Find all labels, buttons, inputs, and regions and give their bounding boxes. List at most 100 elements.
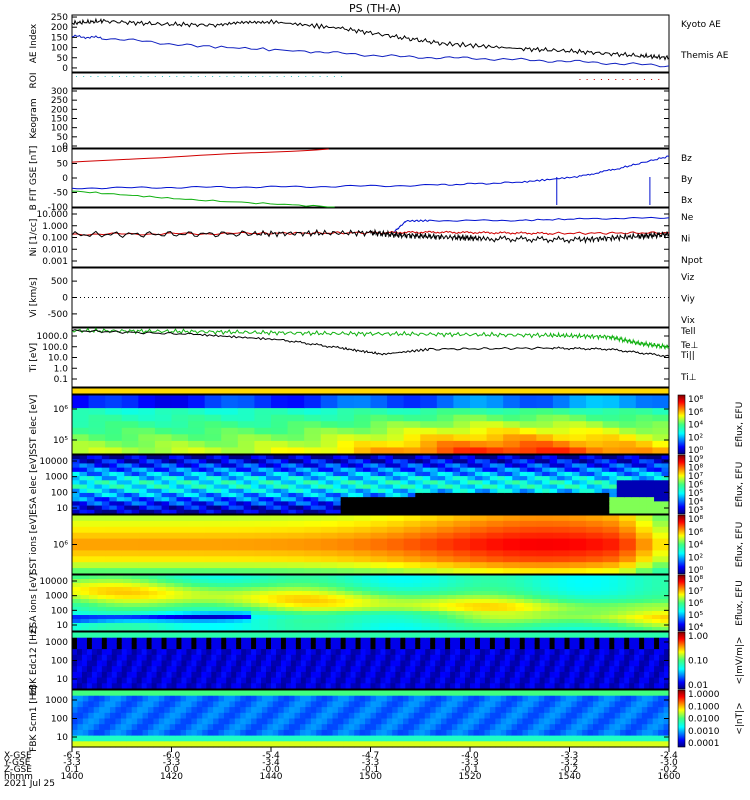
fbk_b-cell [435, 707, 442, 714]
esa_e-cell [273, 509, 282, 515]
fbk_e-cell [639, 683, 645, 690]
esa_e-cell [557, 492, 566, 498]
esa_e-cell [512, 492, 521, 498]
fbk_b-cell [278, 695, 285, 702]
fbk_b-cell [403, 707, 410, 714]
esa_e-cell [109, 480, 118, 486]
fbk_e-cell [271, 643, 277, 650]
fbk_e-cell [460, 632, 466, 639]
esa_i-cell [626, 615, 636, 620]
esa_i-cell [643, 579, 653, 584]
esa_e-cell [557, 480, 566, 486]
fbk_e-cell [519, 666, 526, 673]
fbk_b-cell [327, 701, 334, 708]
esa_i-cell [609, 603, 619, 608]
fbk_e-cell [320, 654, 327, 662]
fbk_e-cell [604, 637, 610, 644]
esa_i-cell [157, 599, 167, 604]
roi-dot-cyan [283, 76, 285, 77]
sst_i-cell [271, 568, 289, 575]
esa_i-cell [549, 623, 559, 628]
sst_e-cell [619, 440, 637, 449]
esa_i-cell [157, 623, 167, 628]
esa_i-cell [89, 599, 99, 604]
esa_i-cell [617, 619, 627, 624]
bfield-ytick-label: -100 [48, 203, 69, 213]
sst_e-cell [204, 395, 222, 403]
esa_i-cell [379, 623, 389, 628]
esa_e-cell [206, 476, 215, 481]
fbk_b-cell [137, 724, 144, 731]
fbk_e-cell [524, 632, 531, 639]
fbk_e-cell [425, 660, 431, 667]
fbk_e-cell [96, 660, 103, 667]
esa_e-cell [124, 455, 133, 460]
esa_i-cell [123, 603, 133, 608]
fbk_b-cell [99, 735, 106, 742]
fbk_e-cell [370, 654, 377, 662]
esa_e-cell [94, 480, 103, 486]
fbk_e-cell [599, 654, 605, 662]
sst_i-cell [171, 532, 189, 540]
esa_e-cell [258, 492, 267, 498]
esa_i-cell [617, 587, 627, 592]
esa_e-cell [243, 476, 252, 481]
esa_e-cell [154, 476, 163, 481]
fbk_e-cell [470, 671, 476, 679]
fbk_e-cell [639, 649, 645, 656]
esa_i-cell [216, 615, 227, 620]
fbk_e-cell [624, 683, 630, 690]
fbk_b-cell [343, 735, 350, 742]
esa_e-cell [228, 492, 237, 498]
fbk_e-cell [400, 666, 406, 673]
esa_e-cell [452, 501, 461, 507]
esa_i-cell [259, 583, 269, 588]
esa_e-cell [407, 509, 416, 515]
fbk_b-cell [223, 724, 230, 731]
sst_i-cell [387, 538, 405, 546]
fbk_b-cell [261, 695, 268, 702]
esa_e-cell [422, 505, 431, 511]
esa_i-cell [489, 611, 500, 616]
fbk_b-cell [359, 707, 366, 714]
esa_e-cell [542, 463, 551, 469]
esa_e-cell [124, 484, 133, 490]
fbk_b-cell [327, 729, 334, 737]
esa_e-cell [340, 488, 349, 494]
esa_e-cell [437, 505, 446, 511]
esa_e-cell [169, 476, 178, 481]
sst_i-cell [569, 568, 587, 575]
sst_e-cell [387, 434, 405, 442]
esa_i-cell [276, 623, 286, 628]
esa_e-cell [363, 467, 372, 473]
esa_i-cell [123, 607, 133, 612]
esa_e-cell [527, 501, 536, 507]
esa_i-cell [114, 627, 124, 632]
fbk_e-cell [236, 671, 242, 679]
esa_e-cell [571, 459, 581, 465]
esa_i-cell [361, 599, 372, 604]
sst_i-cell [221, 562, 239, 569]
sst_i-cell [470, 562, 488, 569]
esa_i-cell [575, 619, 585, 624]
esa_e-cell [512, 467, 521, 473]
fbk_e-cell [609, 666, 615, 673]
fbk_e-cell [295, 643, 302, 650]
esa_i-colorbar-label: Eflux, EFU [735, 580, 745, 626]
fbk_e-cell [534, 671, 541, 679]
esa_e-cell [273, 488, 282, 494]
sst_i-cell [387, 515, 405, 522]
sst_e-cell [121, 440, 139, 449]
fbk_b-cell [381, 712, 388, 720]
fbk_e-cell [370, 683, 377, 690]
esa_i-cell [609, 579, 619, 584]
fbk_e-cell [514, 637, 521, 644]
fbk_b-cell [327, 707, 334, 714]
sst_i-cell [304, 562, 322, 569]
esa_i-cell [498, 611, 508, 616]
esa_i-cell [319, 619, 329, 624]
fbk_e-cell [221, 643, 227, 650]
esa_i-cell [293, 603, 303, 608]
fbk_b-cell [267, 690, 274, 697]
esa_e-cell [370, 488, 379, 494]
